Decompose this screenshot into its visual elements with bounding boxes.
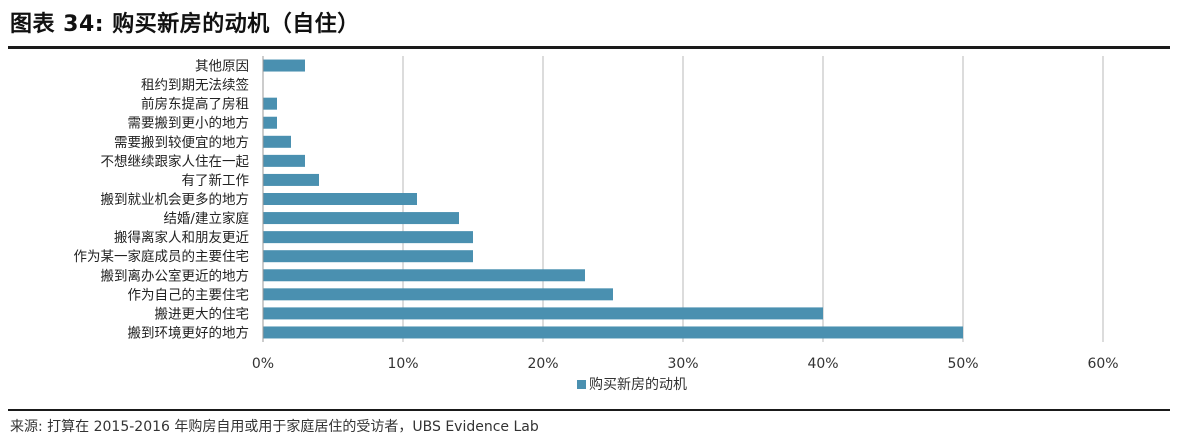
x-tick-label: 10% — [387, 356, 418, 372]
bar — [263, 269, 585, 282]
bar — [263, 250, 473, 263]
x-tick-label: 60% — [1087, 356, 1118, 372]
x-tick-label: 50% — [947, 356, 978, 372]
bar — [263, 307, 823, 320]
page-title: 图表 34: 购买新房的动机（自住） — [10, 12, 360, 37]
source-note: 来源: 打算在 2015-2016 年购房自用或用于家庭居住的受访者，UBS E… — [10, 419, 539, 435]
bar — [263, 154, 305, 167]
legend-label: 购买新房的动机 — [589, 377, 687, 393]
bar-chart: 0% 10% 20% 30% 40% 50% 60% 其他原因租约到期无法续签前房东提高了房租… — [74, 56, 1119, 393]
bar — [263, 135, 291, 148]
category-label: 需要搬到较便宜的地方 — [114, 135, 249, 151]
category-label: 搬得离家人和朋友更近 — [114, 229, 249, 246]
footer-divider — [8, 409, 1170, 411]
bar — [263, 326, 963, 339]
category-label: 有了新工作 — [182, 173, 250, 189]
bar — [263, 97, 277, 110]
chart-bars — [263, 59, 963, 339]
category-label: 前房东提高了房租 — [141, 96, 249, 113]
chart-legend: 购买新房的动机 — [577, 377, 687, 393]
bar — [263, 288, 613, 301]
category-label: 作为自己的主要住宅 — [128, 287, 250, 303]
category-label: 搬到就业机会更多的地方 — [101, 191, 250, 208]
bar — [263, 173, 319, 186]
x-tick-label: 0% — [252, 356, 274, 372]
bar — [263, 193, 417, 205]
category-label: 不想继续跟家人住在一起 — [101, 153, 250, 170]
title-divider — [8, 46, 1170, 49]
category-label: 搬进更大的住宅 — [155, 306, 250, 322]
category-label: 搬到离办公室更近的地方 — [101, 267, 250, 284]
bar — [263, 116, 277, 129]
category-label: 其他原因 — [195, 59, 249, 75]
x-tick-label: 40% — [807, 356, 838, 372]
bar — [263, 59, 305, 72]
bar — [263, 212, 459, 225]
chart-axes: 0% 10% 20% 30% 40% 50% 60% 其他原因租约到期无法续签前房东提高了房租… — [74, 56, 1119, 372]
bar — [263, 231, 473, 244]
x-tick-label: 20% — [527, 356, 558, 372]
category-label: 结婚/建立家庭 — [163, 210, 249, 227]
legend-swatch — [577, 380, 586, 389]
category-label: 作为某一家庭成员的主要住宅 — [74, 248, 250, 265]
category-label: 需要搬到更小的地方 — [128, 116, 250, 132]
category-label: 搬到环境更好的地方 — [128, 325, 250, 341]
x-tick-label: 30% — [667, 356, 698, 372]
category-label: 租约到期无法续签 — [141, 77, 249, 94]
